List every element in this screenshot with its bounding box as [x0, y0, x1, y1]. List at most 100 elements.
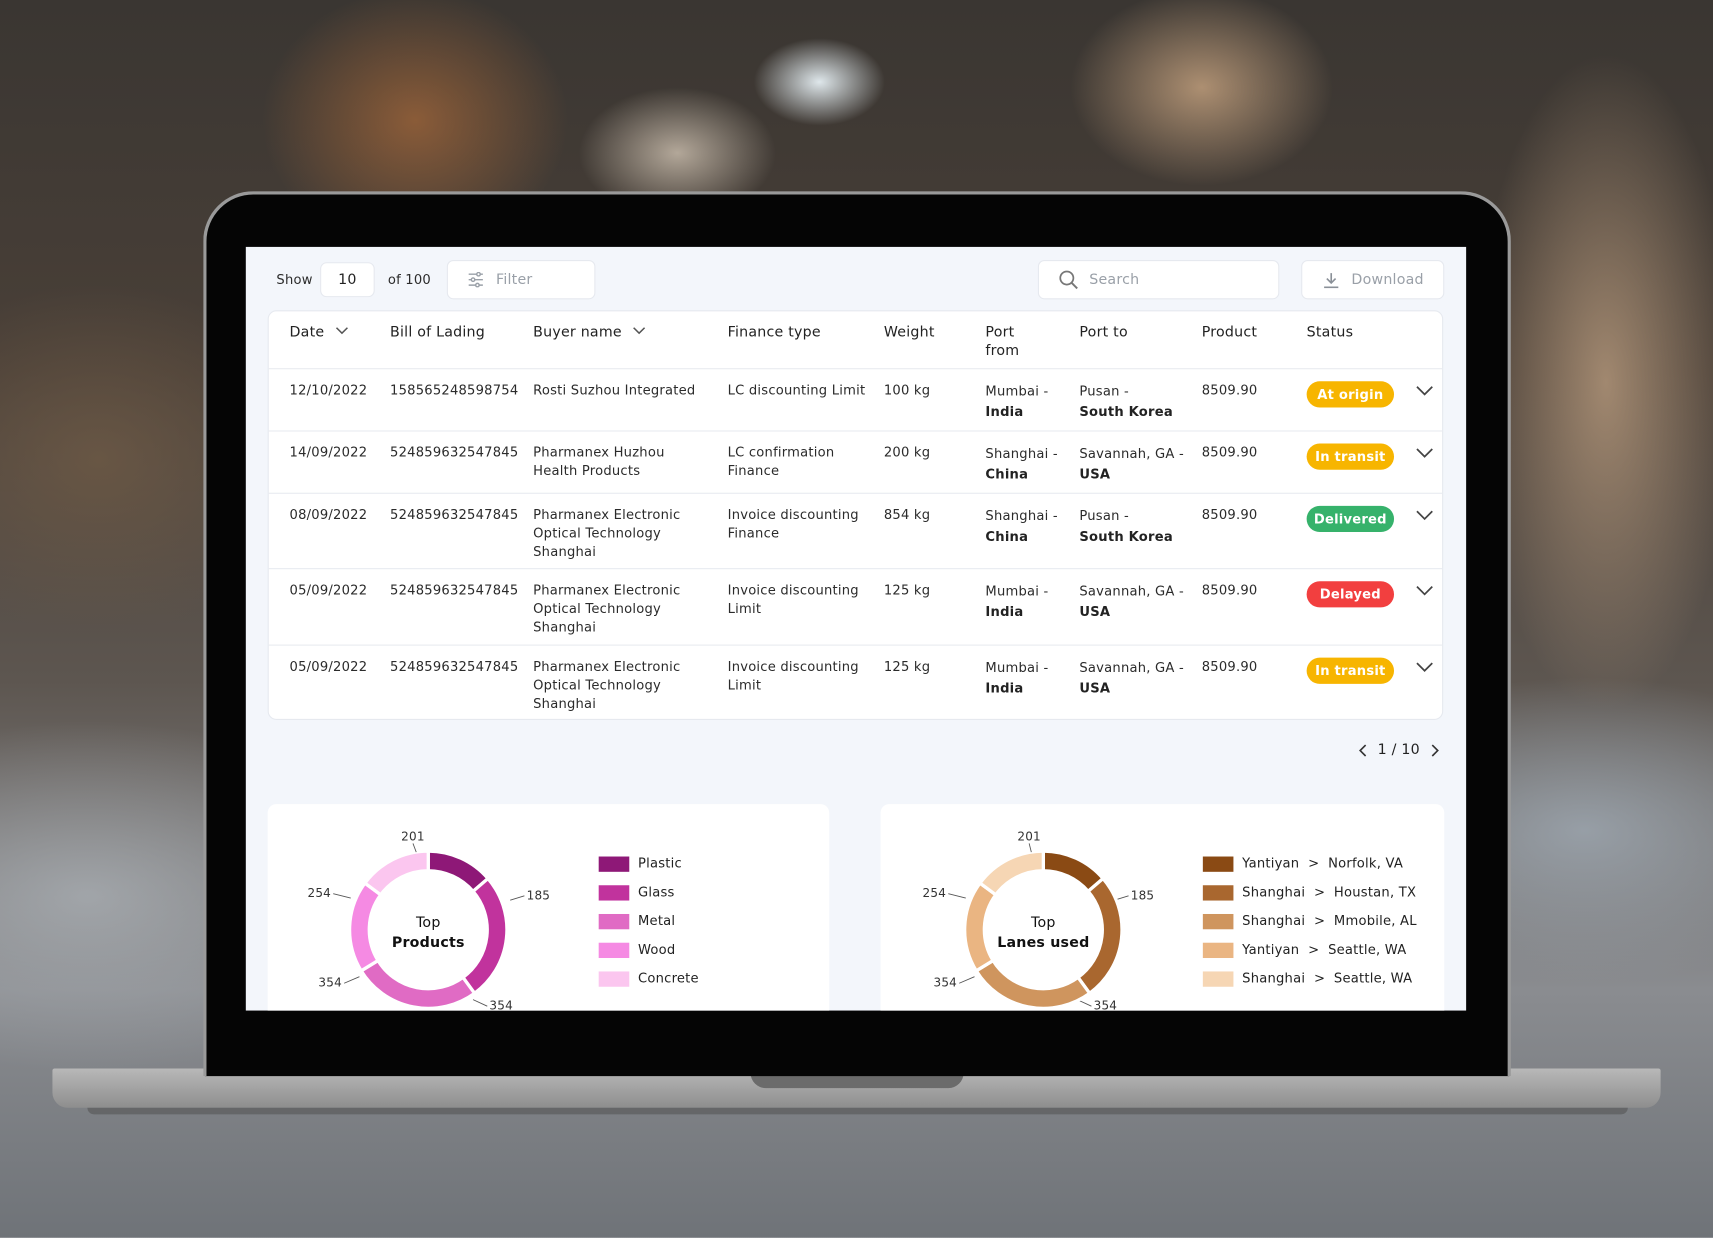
shipments-table: Date Bill of Lading Buyer name Finance type…: [267, 310, 1444, 721]
sort-icon[interactable]: [633, 323, 646, 338]
status-chip: Delayed: [1306, 581, 1395, 608]
expand-chevron: [1416, 386, 1433, 396]
port-country: India: [985, 604, 1024, 620]
cell-status: Delayed: [1306, 581, 1416, 644]
expand-chevron: [1416, 662, 1433, 673]
cell-expand: [1416, 446, 1465, 493]
cell-buyer: Pharmanex Electronic Optical Technology …: [533, 658, 681, 712]
expand-row-button[interactable]: [1416, 660, 1433, 673]
search-box[interactable]: Search: [1037, 260, 1280, 300]
slice-label-leader: [510, 895, 525, 901]
cell-port-from: Mumbai - India: [985, 381, 1079, 430]
port-country: India: [985, 680, 1024, 696]
slice-label-leader: [412, 843, 417, 853]
page-size-input[interactable]: 10: [320, 262, 375, 298]
port-city: Savannah, GA -: [1079, 583, 1184, 599]
expand-row-button[interactable]: [1416, 583, 1433, 596]
cell-port-to: Savannah, GA - USA: [1079, 444, 1201, 493]
port-country: USA: [1079, 680, 1111, 696]
donut-slice: [963, 880, 999, 974]
port-country: South Korea: [1079, 404, 1173, 420]
products-donut-chart: 185 Plastic 354 Glass 354 Metal 254 Wood 201 Conc…: [307, 829, 699, 1011]
status-chip: In transit: [1306, 443, 1395, 470]
column-header: Weight: [884, 323, 986, 368]
download-icon: [1324, 272, 1339, 288]
cell-bill: 524859632547845: [390, 506, 519, 523]
donut-center-label: Top: [1030, 915, 1056, 931]
donut-slice: [347, 880, 384, 974]
table-row: 05/09/2022 524859632547845 Pharmanex Elect…: [269, 646, 1442, 721]
legend-swatch: [598, 913, 630, 930]
cell-date: 05/09/2022: [289, 582, 368, 598]
slice-value-label: 185: [1131, 888, 1155, 902]
legend-swatch: [1202, 856, 1234, 872]
slice-value-label: 254: [923, 886, 947, 900]
column-header-label: Port to: [1079, 324, 1128, 341]
donut-slice: [358, 958, 477, 1011]
cell-product: 8509.90: [1201, 382, 1258, 398]
cell-product: 8509.90: [1201, 444, 1258, 460]
sort-chevron: [335, 327, 348, 335]
expand-row-button[interactable]: [1416, 446, 1433, 459]
column-header-label: Date: [289, 324, 325, 341]
cell-finance: Invoice discounting Limit: [727, 658, 859, 693]
download-button[interactable]: Download: [1301, 260, 1445, 300]
filter-button[interactable]: Filter: [446, 260, 596, 300]
cell-buyer: Pharmanex Electronic Optical Technology …: [533, 506, 681, 560]
column-header: Product: [1202, 323, 1307, 368]
donut-slice: [362, 849, 430, 898]
status-chip: In transit: [1306, 657, 1395, 684]
laptop-foot: [87, 1107, 1628, 1115]
expand-row-button[interactable]: [1416, 383, 1433, 396]
port-country: China: [985, 528, 1029, 545]
cell-date: 14/09/2022: [289, 444, 368, 460]
cell-buyer: Rosti Suzhou Integrated: [533, 382, 696, 398]
previous-page-button[interactable]: [1358, 742, 1369, 757]
legend-swatch: [1202, 942, 1234, 959]
products-chart-card: 185 Plastic 354 Glass 354 Metal 254 Wood 201 Conc…: [267, 804, 830, 1011]
slice-label-leader: [472, 999, 488, 1007]
slice-value-label: 254: [307, 886, 331, 900]
legend-label: Concrete: [638, 972, 699, 987]
next-page-button[interactable]: [1429, 742, 1440, 757]
port-country: South Korea: [1079, 528, 1173, 545]
donut-slice: [974, 958, 1092, 1011]
show-label: Show: [276, 272, 313, 288]
cell-date: 12/10/2022: [289, 382, 368, 398]
page-indicator: 1 / 10: [1377, 741, 1420, 759]
cell-product: 8509.90: [1201, 582, 1258, 598]
sort-icon[interactable]: [335, 323, 348, 338]
cell-bill: 524859632547845: [390, 444, 519, 460]
legend-swatch: [598, 885, 630, 901]
filter-label: Filter: [495, 271, 533, 288]
column-header: Status: [1307, 323, 1416, 368]
filter-icon: [468, 272, 483, 288]
legend-label: Wood: [638, 943, 675, 958]
legend-swatch: [598, 856, 630, 872]
cell-finance: Invoice discounting Finance: [727, 506, 859, 541]
cell-expand: [1416, 583, 1465, 644]
cell-date: 08/09/2022: [289, 506, 368, 523]
port-country: China: [985, 466, 1029, 482]
cell-finance: Invoice discounting Limit: [727, 582, 859, 617]
cell-port-from: Shanghai - China: [985, 444, 1079, 493]
slice-label-leader: [959, 976, 975, 984]
expand-row-button[interactable]: [1416, 508, 1433, 521]
cell-weight: 125 kg: [883, 582, 931, 598]
slice-label-leader: [1028, 843, 1032, 853]
column-header-label: Product: [1201, 324, 1258, 341]
slice-value-label: 354: [489, 999, 513, 1011]
slice-value-label: 201: [401, 829, 425, 843]
legend-swatch: [1202, 913, 1234, 930]
port-city: Mumbai -: [985, 659, 1049, 676]
column-header-label: Status: [1306, 324, 1354, 341]
expand-chevron: [1416, 586, 1433, 596]
donut-slice: [460, 876, 509, 996]
cell-weight: 854 kg: [883, 506, 931, 523]
cell-buyer: Pharmanex Huzhou Health Products: [533, 444, 665, 479]
cell-bill: 524859632547845: [390, 582, 519, 598]
cell-finance: LC discounting Limit: [727, 382, 866, 398]
column-header: Date: [290, 323, 391, 368]
cell-expand: [1416, 383, 1465, 430]
